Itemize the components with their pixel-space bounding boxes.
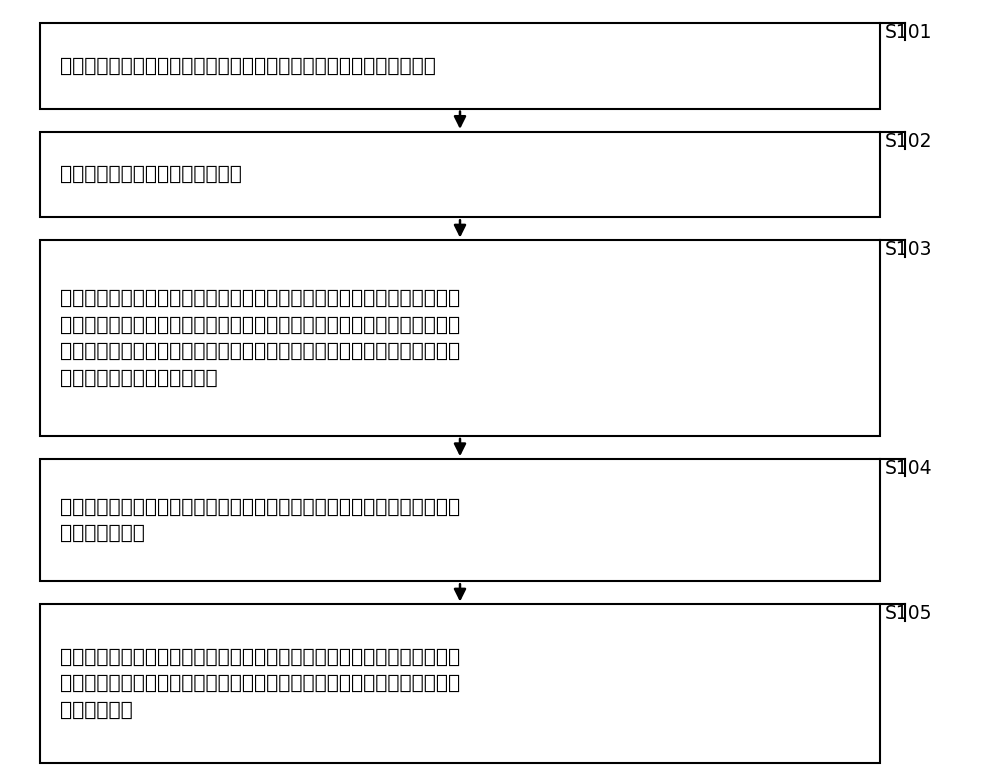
Text: 获得所述第一用户的第一画像信息: 获得所述第一用户的第一画像信息 — [60, 165, 242, 184]
FancyBboxPatch shape — [40, 132, 880, 217]
Text: S101: S101 — [885, 23, 932, 42]
Text: 获得所述第二训练模型的输出信息，其中，所述输出信息包括所述第一用户
的警戒等级信息: 获得所述第二训练模型的输出信息，其中，所述输出信息包括所述第一用户 的警戒等级信… — [60, 497, 460, 543]
Text: 根据所述第一警戒时长和所述第一预设时间段，获得第一比例关系信息: 根据所述第一警戒时长和所述第一预设时间段，获得第一比例关系信息 — [60, 56, 436, 76]
FancyBboxPatch shape — [40, 459, 880, 581]
Text: S105: S105 — [885, 604, 932, 624]
Text: 将所述第一比例关系信息与所述第一画像信息输入第二训练模型，其中，所
述第二训练模型通过多组训练数据训练获得，所述多组中的训练数据中的每
一组训练数据均包括：所述: 将所述第一比例关系信息与所述第一画像信息输入第二训练模型，其中，所 述第二训练模… — [60, 289, 460, 388]
Text: S104: S104 — [885, 459, 933, 478]
Text: S102: S102 — [885, 132, 932, 151]
FancyBboxPatch shape — [40, 241, 880, 436]
FancyBboxPatch shape — [40, 604, 880, 763]
Text: S103: S103 — [885, 241, 932, 260]
Text: 根据所述警戒等级信息，获得第一指令信息，其中，所述第一指令信息用于
从预设警戒信息列表中获得第一警戒信息之后，将所述第一警戒信息发送给
所述第一用户: 根据所述警戒等级信息，获得第一指令信息，其中，所述第一指令信息用于 从预设警戒信… — [60, 648, 460, 720]
FancyBboxPatch shape — [40, 23, 880, 109]
